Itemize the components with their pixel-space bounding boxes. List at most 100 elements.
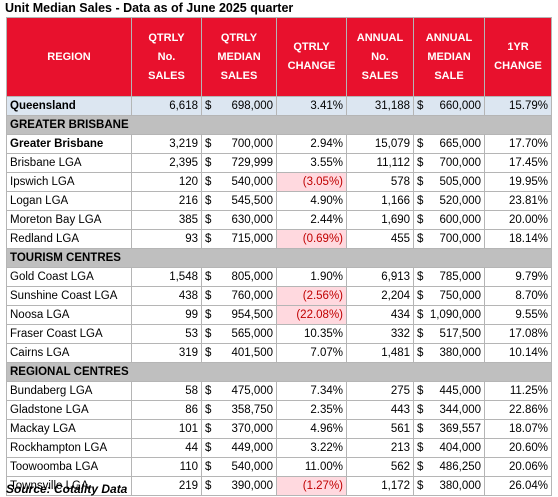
yr-change-cell: 18.14% <box>484 229 553 249</box>
annual-median-cell: $785,000 <box>413 267 486 287</box>
currency-cell: $ <box>201 419 215 439</box>
qtrly-median-cell: 630,000 <box>214 210 278 230</box>
annual-median-cell: $600,000 <box>413 210 486 230</box>
qtrly-change-cell: (3.05%) <box>276 172 348 192</box>
qtrly-change-cell: 2.35% <box>276 400 348 420</box>
qtrly-sales-cell: 2,395 <box>131 153 202 173</box>
yr-change-cell: 8.70% <box>484 286 553 306</box>
page-title: Unit Median Sales - Data as of June 2025… <box>5 1 294 15</box>
region-cell: Rockhampton LGA <box>6 438 132 458</box>
yr-change-cell: 9.55% <box>484 305 553 325</box>
qtrly-change-cell: 11.00% <box>276 457 348 477</box>
header-qtrly-median: QTRLY MEDIAN SALES <box>200 17 278 97</box>
median-sales-table: REGION QTRLY No. SALES QTRLY MEDIAN SALES QT… <box>5 17 553 496</box>
region-cell: Mackay LGA <box>6 419 132 439</box>
qtrly-change-cell: (1.27%) <box>276 476 348 496</box>
qtrly-sales-cell: 110 <box>131 457 202 477</box>
qtrly-sales-cell: 219 <box>131 476 202 496</box>
table-row: Cairns LGA 319 $401,500 7.07% 1,481 $380,000 1… <box>6 343 553 363</box>
qtrly-change-cell: 3.22% <box>276 438 348 458</box>
currency-cell: $ <box>201 96 215 116</box>
annual-sales-cell: 578 <box>346 172 415 192</box>
qtrly-change-cell: 7.07% <box>276 343 348 363</box>
annual-sales-cell: 2,204 <box>346 286 415 306</box>
region-cell: Toowoomba LGA <box>6 457 132 477</box>
qtrly-sales-cell: 1,548 <box>131 267 202 287</box>
section-label: TOURISM CENTRES <box>5 248 553 268</box>
annual-median-cell: $520,000 <box>413 191 486 211</box>
currency-cell: $ <box>201 172 215 192</box>
qtrly-median-cell: 358,750 <box>214 400 278 420</box>
region-cell: Logan LGA <box>6 191 132 211</box>
annual-median-cell: $700,000 <box>413 229 486 249</box>
annual-sales-cell: 561 <box>346 419 415 439</box>
yr-change-cell: 26.04% <box>484 476 553 496</box>
region-cell: Noosa LGA <box>6 305 132 325</box>
currency-cell: $ <box>201 229 215 249</box>
region-cell: Greater Brisbane <box>6 134 132 154</box>
annual-median-cell: $700,000 <box>413 153 486 173</box>
annual-sales-cell: 1,690 <box>346 210 415 230</box>
table-row: Gladstone LGA 86 $358,750 2.35% 443 $344,000 2… <box>6 400 553 420</box>
currency-cell: $ <box>201 267 215 287</box>
currency-cell: $ <box>201 438 215 458</box>
table-row: Ipswich LGA 120 $540,000 (3.05%) 578 $505,000… <box>6 172 553 192</box>
yr-change-cell: 17.70% <box>484 134 553 154</box>
annual-median-cell: $1,090,000 <box>413 305 486 325</box>
qtrly-change-cell: 4.90% <box>276 191 348 211</box>
annual-sales-cell: 31,188 <box>346 96 415 116</box>
yr-change-cell: 9.79% <box>484 267 553 287</box>
qtrly-sales-cell: 216 <box>131 191 202 211</box>
annual-median-cell: $486,250 <box>413 457 486 477</box>
region-cell: Ipswich LGA <box>6 172 132 192</box>
section-header-row: GREATER BRISBANE <box>5 115 553 135</box>
yr-change-cell: 17.08% <box>484 324 553 344</box>
qtrly-sales-cell: 58 <box>131 381 202 401</box>
yr-change-cell: 10.14% <box>484 343 553 363</box>
yr-change-cell: 20.60% <box>484 438 553 458</box>
annual-median-cell: $665,000 <box>413 134 486 154</box>
annual-median-cell: $660,000 <box>413 96 486 116</box>
table-row: Brisbane LGA 2,395 $729,999 3.55% 11,112 $700… <box>6 153 553 173</box>
annual-median-cell: $445,000 <box>413 381 486 401</box>
region-cell: Gladstone LGA <box>6 400 132 420</box>
region-cell: Queensland <box>6 96 132 116</box>
table-row: Mackay LGA 101 $370,000 4.96% 561 $369,557 18.… <box>6 419 553 439</box>
table-row: Rockhampton LGA 44 $449,000 3.22% 213 $404,00… <box>6 438 553 458</box>
yr-change-cell: 17.45% <box>484 153 553 173</box>
qtrly-median-cell: 715,000 <box>214 229 278 249</box>
header-qtrly-sales: QTRLY No. SALES <box>131 17 202 97</box>
table-row: Townsville LGA 219 $390,000 (1.27%) 1,172 $38… <box>6 476 553 496</box>
qtrly-sales-cell: 53 <box>131 324 202 344</box>
yr-change-cell: 20.00% <box>484 210 553 230</box>
qtrly-change-cell: 2.94% <box>276 134 348 154</box>
annual-sales-cell: 455 <box>346 229 415 249</box>
source-note: Source: Cotality Data <box>6 482 128 496</box>
qtrly-median-cell: 698,000 <box>214 96 278 116</box>
currency-cell: $ <box>201 210 215 230</box>
header-row: REGION QTRLY No. SALES QTRLY MEDIAN SALES QT… <box>6 17 553 97</box>
region-cell: Moreton Bay LGA <box>6 210 132 230</box>
annual-median-cell: $344,000 <box>413 400 486 420</box>
annual-sales-cell: 1,172 <box>346 476 415 496</box>
qtrly-sales-cell: 6,618 <box>131 96 202 116</box>
region-cell: Brisbane LGA <box>6 153 132 173</box>
qtrly-median-cell: 540,000 <box>214 172 278 192</box>
qtrly-median-cell: 370,000 <box>214 419 278 439</box>
qtrly-change-cell: 2.44% <box>276 210 348 230</box>
table-row: Toowoomba LGA 110 $540,000 11.00% 562 $486,25… <box>6 457 553 477</box>
table-row: Sunshine Coast LGA 438 $760,000 (2.56%) 2,20… <box>6 286 553 306</box>
annual-median-cell: $369,557 <box>413 419 486 439</box>
table-row: Moreton Bay LGA 385 $630,000 2.44% 1,690 $600… <box>6 210 553 230</box>
region-cell: Cairns LGA <box>6 343 132 363</box>
qtrly-median-cell: 805,000 <box>214 267 278 287</box>
yr-change-cell: 23.81% <box>484 191 553 211</box>
header-yr-change: 1YR CHANGE <box>484 17 553 97</box>
yr-change-cell: 15.79% <box>484 96 553 116</box>
section-header-row: REGIONAL CENTRES <box>5 362 553 382</box>
table-row: Fraser Coast LGA 53 $565,000 10.35% 332 $517,… <box>6 324 553 344</box>
qtrly-change-cell: 10.35% <box>276 324 348 344</box>
qtrly-change-cell: (2.56%) <box>276 286 348 306</box>
table-row: Bundaberg LGA 58 $475,000 7.34% 275 $445,000 1… <box>6 381 553 401</box>
qtrly-change-cell: 1.90% <box>276 267 348 287</box>
